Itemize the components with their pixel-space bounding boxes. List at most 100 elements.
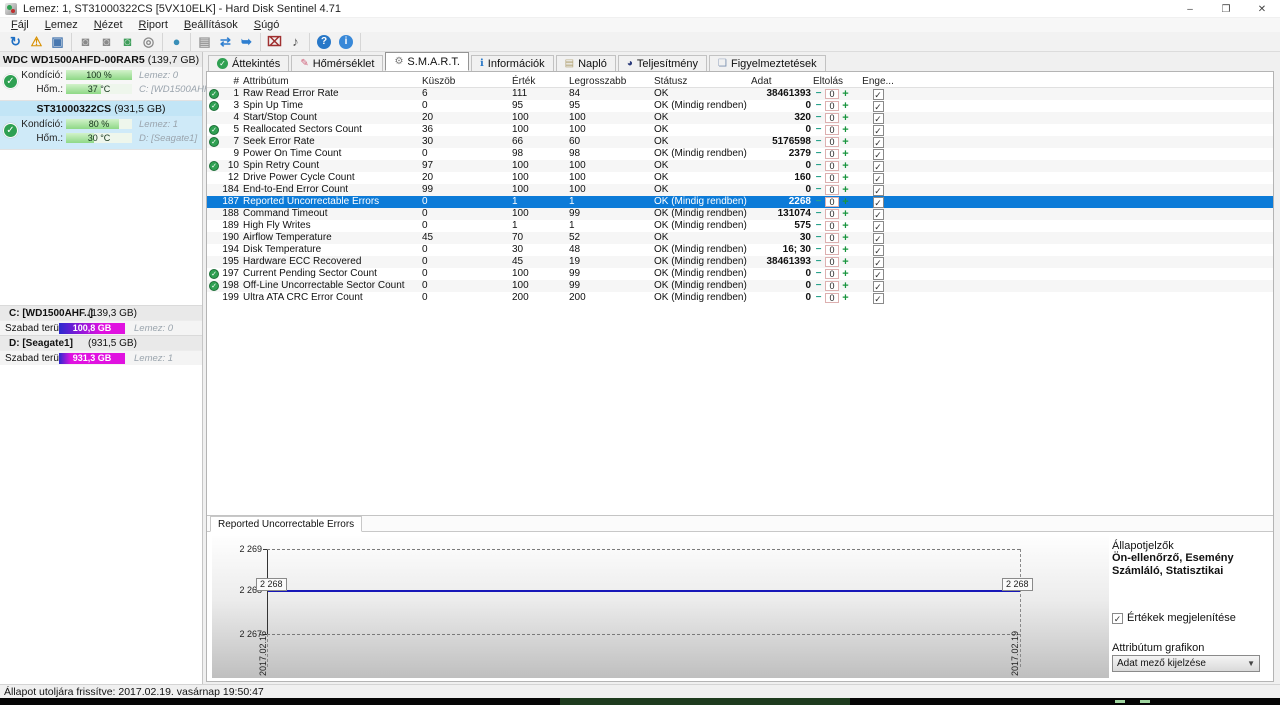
offset-increase-button[interactable]: + — [842, 148, 849, 160]
menu-nzet[interactable]: Nézet — [93, 19, 123, 31]
close-button[interactable]: ✕ — [1257, 3, 1267, 15]
offset-decrease-button[interactable]: − — [815, 160, 822, 171]
table-row-199[interactable]: 199 Ultra ATA CRC Error Count 0 200 200 OK (M… — [222, 292, 884, 304]
offset-decrease-button[interactable]: − — [815, 196, 822, 207]
enabled-checkbox[interactable]: ✓ — [872, 184, 884, 196]
tab-hmrsklet[interactable]: ✎ Hőmérséklet — [291, 55, 384, 71]
enabled-checkbox[interactable]: ✓ — [872, 100, 884, 112]
offset-increase-button[interactable]: + — [842, 136, 849, 148]
help-icon[interactable]: ? — [317, 34, 331, 49]
col-number[interactable]: # — [233, 75, 239, 87]
offset-increase-button[interactable]: + — [842, 208, 849, 220]
monitor-settings-icon[interactable]: ⌧ — [267, 33, 282, 49]
menu-lemez[interactable]: Lemez — [44, 19, 78, 31]
offset-decrease-button[interactable]: − — [815, 208, 822, 219]
offset-increase-button[interactable]: + — [842, 292, 849, 304]
enabled-checkbox[interactable]: ✓ — [872, 172, 884, 184]
partition-entry-1[interactable]: D: [Seagate1] (931,5 GB) Szabad terület 931… — [0, 335, 202, 365]
table-row-189[interactable]: 189 High Fly Writes 0 1 1 OK (Mindig rendben)… — [222, 220, 884, 232]
col-enabled[interactable]: Enge... — [862, 75, 894, 87]
offset-value[interactable]: 0 — [825, 221, 839, 231]
enabled-checkbox[interactable]: ✓ — [872, 244, 884, 256]
table-row-3[interactable]: ✓ 3 Spin Up Time 0 95 95 OK (Mindig rendben) 0−… — [207, 100, 1273, 112]
table-row-7[interactable]: ✓ 7 Seek Error Rate 30 66 60 OK 5176598−0 + ✓ — [207, 136, 1273, 148]
disk-tool-1-icon[interactable]: ◙ — [81, 34, 90, 49]
globe-icon[interactable]: ● — [172, 34, 181, 49]
tab-figyelmeztetsek[interactable]: ❏ Figyelmeztetések — [709, 55, 826, 71]
table-row-12[interactable]: 12 Drive Power Cycle Count 20 100 100 OK 160−0… — [227, 172, 884, 184]
offset-value[interactable]: 0 — [825, 173, 839, 183]
table-row-5[interactable]: ✓ 5 Reallocated Sectors Count 36 100 100 OK 0−0… — [207, 124, 1273, 136]
offset-value[interactable]: 0 — [825, 233, 839, 243]
offset-increase-button[interactable]: + — [842, 256, 849, 268]
menu-sg[interactable]: Súgó — [253, 19, 280, 31]
enabled-checkbox[interactable]: ✓ — [872, 148, 884, 160]
disk-entry-1[interactable]: ST31000322CS (931,5 GB) ✓ Kondíció: 80 % Leme… — [0, 101, 202, 150]
offset-increase-button[interactable]: + — [842, 88, 849, 100]
offset-increase-button[interactable]: + — [842, 112, 849, 124]
offset-increase-button[interactable]: + — [842, 280, 849, 292]
offset-increase-button[interactable]: + — [842, 172, 849, 184]
offset-increase-button[interactable]: + — [842, 196, 849, 208]
offset-decrease-button[interactable]: − — [815, 124, 822, 135]
sync-icon[interactable]: ⇄ — [220, 33, 231, 49]
offset-increase-button[interactable]: + — [842, 160, 849, 172]
offset-decrease-button[interactable]: − — [815, 256, 822, 267]
offset-value[interactable]: 0 — [825, 185, 839, 195]
tab-smart[interactable]: ⚙ S.M.A.R.T. — [385, 52, 469, 71]
offset-value[interactable]: 0 — [825, 161, 839, 171]
offset-decrease-button[interactable]: − — [815, 88, 822, 99]
tab-teljestmny[interactable]: ◕ Teljesítmény — [617, 55, 708, 71]
col-worst[interactable]: Legrosszabb — [569, 75, 627, 87]
offset-value[interactable]: 0 — [825, 137, 839, 147]
table-row-194[interactable]: 194 Disk Temperature 0 30 48 OK (Mindig rendb… — [222, 244, 884, 256]
offset-value[interactable]: 0 — [825, 101, 839, 111]
disk-search-icon[interactable]: ◎ — [142, 33, 155, 49]
offset-value[interactable]: 0 — [825, 197, 839, 207]
offset-value[interactable]: 0 — [825, 149, 839, 159]
offset-decrease-button[interactable]: − — [815, 100, 822, 111]
table-row-10[interactable]: ✓ 10 Spin Retry Count 97 100 100 OK 0−0 + ✓ — [207, 160, 1273, 172]
menu-fjl[interactable]: Fájl — [11, 19, 29, 31]
table-row-9[interactable]: 9 Power On Time Count 0 98 98 OK (Mindig rend… — [233, 148, 884, 160]
offset-increase-button[interactable]: + — [842, 232, 849, 244]
enabled-checkbox[interactable]: ✓ — [872, 112, 884, 124]
tab-ttekints[interactable]: ✓ Áttekintés — [208, 55, 290, 71]
offset-decrease-button[interactable]: − — [815, 172, 822, 183]
network-globe-icon[interactable]: ➥ — [241, 33, 252, 49]
os-taskbar[interactable] — [0, 698, 1280, 705]
offset-value[interactable]: 0 — [825, 125, 839, 135]
offset-increase-button[interactable]: + — [842, 220, 849, 232]
table-row-188[interactable]: 188 Command Timeout 0 100 99 OK (Mindig rendb… — [207, 208, 1273, 220]
enabled-checkbox[interactable]: ✓ — [872, 280, 884, 292]
menu-belltsok[interactable]: Beállítások — [183, 19, 238, 31]
disk-tool-ok-icon[interactable]: ◙ — [123, 34, 132, 49]
offset-decrease-button[interactable]: − — [815, 136, 822, 147]
table-row-190[interactable]: 190 Airflow Temperature 45 70 52 OK 30−0 + ✓ — [207, 232, 1273, 244]
offset-value[interactable]: 0 — [825, 209, 839, 219]
table-row-198[interactable]: ✓ 198 Off-Line Uncorrectable Sector Count 0… — [207, 280, 1273, 292]
refresh-icon[interactable]: ↻ — [10, 33, 21, 49]
enabled-checkbox[interactable]: ✓ — [872, 268, 884, 280]
enabled-checkbox[interactable]: ✓ — [872, 232, 884, 244]
monitor-icon[interactable]: ▣ — [51, 33, 64, 49]
offset-value[interactable]: 0 — [825, 293, 839, 303]
enabled-checkbox[interactable]: ✓ — [872, 88, 884, 100]
enabled-checkbox[interactable]: ✓ — [872, 208, 884, 220]
offset-decrease-button[interactable]: − — [815, 112, 822, 123]
offset-value[interactable]: 0 — [825, 257, 839, 267]
offset-increase-button[interactable]: + — [842, 268, 849, 280]
minimize-button[interactable]: – — [1187, 3, 1193, 15]
col-offset[interactable]: Eltolás — [813, 75, 844, 87]
table-row-187[interactable]: 187 Reported Uncorrectable Errors 0 1 1 OK (M… — [207, 196, 1273, 208]
disk-entry-0[interactable]: WDC WD1500AHFD-00RAR5 (139,7 GB) ✓ Kondíció… — [0, 52, 219, 101]
tab-informcik[interactable]: ℹ Információk — [470, 55, 554, 71]
offset-increase-button[interactable]: + — [842, 184, 849, 196]
table-row-197[interactable]: ✓ 197 Current Pending Sector Count 0 100 99 OK… — [207, 268, 1273, 280]
enabled-checkbox[interactable]: ✓ — [872, 160, 884, 172]
partition-entry-0[interactable]: C: [WD1500AHF..] (139,3 GB) Szabad terület… — [0, 305, 202, 335]
offset-value[interactable]: 0 — [825, 269, 839, 279]
col-value[interactable]: Érték — [512, 75, 536, 87]
enabled-checkbox[interactable]: ✓ — [872, 220, 884, 232]
table-row-184[interactable]: 184 End-to-End Error Count 99 100 100 OK 0−0 + ✓ — [207, 184, 1273, 196]
